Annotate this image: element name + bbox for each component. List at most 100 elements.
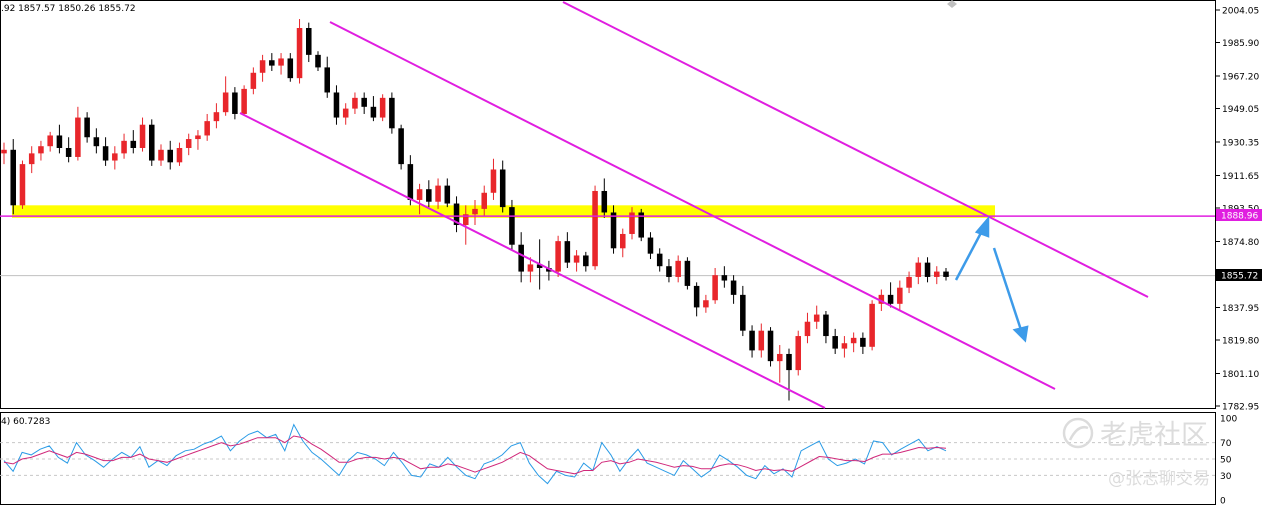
watermark-logo-icon: [1062, 417, 1094, 449]
candle: [897, 280, 903, 311]
candle: [352, 92, 358, 114]
price-axis-label: 1930.35: [1222, 139, 1259, 149]
candle: [684, 257, 691, 290]
rsi-axis-label: 100: [1220, 415, 1237, 425]
current-price-text: 1855.72: [1221, 272, 1258, 282]
arrow-down-line: [992, 247, 1023, 331]
candle: [481, 185, 488, 217]
candle: [269, 53, 275, 71]
rsi-grid: [0, 442, 1215, 476]
candle: [527, 257, 534, 283]
candle: [767, 327, 774, 367]
candle: [75, 106, 81, 161]
candle: [906, 271, 912, 294]
candle: [786, 348, 792, 401]
candle: [933, 266, 940, 285]
candle: [130, 130, 137, 154]
candle: [324, 56, 331, 98]
rsi-axis-label: 30: [1220, 472, 1232, 482]
candle: [619, 228, 626, 258]
watermark: 老虎社区 @张志聊交易: [1062, 417, 1210, 489]
price-axis-label: 1837.95: [1222, 304, 1259, 314]
candle: [712, 268, 718, 304]
rsi-slow-line: [3, 435, 947, 475]
candle: [213, 103, 220, 129]
candle: [426, 180, 432, 208]
candle: [28, 146, 35, 174]
candle: [666, 259, 672, 283]
candle: [583, 251, 589, 272]
rsi-info: 4) 60.7283: [1, 417, 50, 427]
candle: [47, 131, 53, 152]
price-axis-label: 1782.95: [1222, 403, 1259, 413]
candle: [721, 266, 728, 288]
candle: [185, 133, 192, 156]
candle: [730, 275, 737, 304]
rsi-fast-line: [3, 423, 947, 485]
candle: [749, 325, 755, 358]
candle: [564, 232, 571, 268]
resistance-price-text: 1888.96: [1221, 212, 1258, 222]
candle: [758, 323, 765, 358]
candle: [813, 305, 820, 329]
candle: [869, 300, 875, 351]
price-axis-label: 1967.20: [1222, 73, 1259, 83]
candle: [841, 336, 848, 358]
candle: [740, 285, 746, 337]
candle: [56, 124, 63, 154]
candle: [158, 144, 164, 166]
candle: [555, 235, 561, 277]
candle: [573, 250, 580, 272]
candle: [924, 257, 931, 283]
candle: [693, 282, 700, 317]
candle: [102, 137, 109, 166]
rsi-axis-label: 50: [1220, 456, 1232, 466]
candle: [333, 85, 340, 125]
candle: [278, 53, 284, 75]
channel-middle-line: [329, 21, 1056, 390]
price-axis-label: 1874.80: [1222, 238, 1259, 248]
candle: [315, 51, 321, 71]
candle: [84, 112, 90, 143]
candle: [112, 146, 118, 170]
candle: [518, 232, 524, 283]
candle: [656, 248, 663, 272]
candle: [435, 178, 441, 209]
candle: [259, 54, 266, 82]
resistance-zone: [12, 205, 995, 218]
candle: [121, 133, 127, 159]
candle: [1, 142, 7, 165]
price-axis-label: 1949.05: [1222, 105, 1259, 115]
candle: [703, 294, 709, 313]
candle: [361, 92, 367, 114]
candle: [65, 137, 72, 163]
candle: [176, 142, 183, 166]
candle: [10, 139, 17, 215]
candle: [499, 160, 506, 213]
candle: [490, 158, 497, 200]
watermark-title: 老虎社区: [1100, 420, 1208, 451]
forecast-arrows: [954, 215, 1029, 343]
candle: [776, 345, 783, 383]
price-axis-label: 1985.90: [1222, 39, 1259, 49]
candle: [453, 196, 460, 233]
candle: [509, 199, 515, 251]
candle: [370, 96, 377, 122]
arrow-up-head: [974, 215, 990, 238]
candle: [629, 207, 635, 240]
candle: [305, 22, 312, 63]
watermark-author: @张志聊交易: [1108, 469, 1210, 489]
period-marker-icon: [947, 0, 957, 8]
candle: [139, 117, 146, 152]
candle: [943, 268, 949, 281]
candle: [638, 208, 645, 242]
candle: [601, 178, 608, 218]
price-axis-label: 1801.10: [1222, 370, 1259, 380]
candle: [204, 113, 210, 141]
channel-lines: [239, 1, 1149, 409]
main-plot-frame: [0, 0, 1216, 409]
candle: [850, 332, 857, 353]
candle: [38, 140, 44, 161]
candle: [610, 205, 617, 254]
